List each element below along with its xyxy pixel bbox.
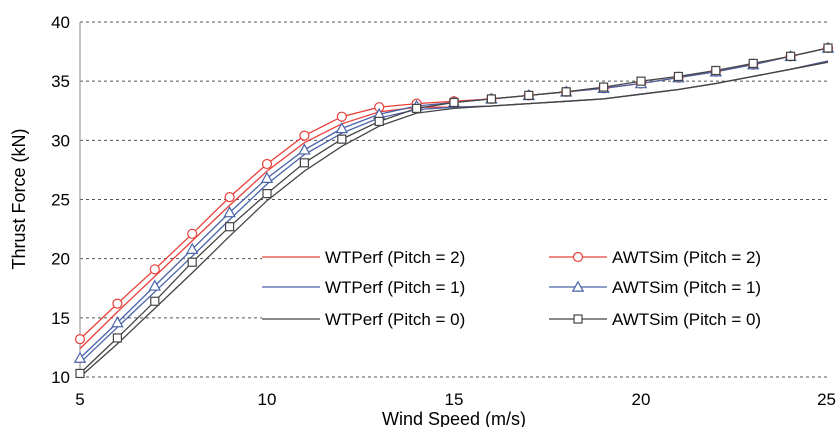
- x-tick-label-10: 10: [258, 390, 277, 409]
- series-5-point-6: [299, 158, 309, 168]
- series-5-point-13: [561, 87, 571, 97]
- series-5-point-7: [337, 134, 347, 144]
- series-5-point-10: [449, 97, 459, 108]
- series-5-point-4: [225, 222, 235, 232]
- legend-label-3: AWTSim (Pitch = 1): [612, 278, 761, 297]
- y-tick-label-40: 40: [51, 13, 70, 32]
- series-5-point-8: [374, 116, 384, 127]
- series-3-point-6: [298, 143, 311, 155]
- series-5-point-0: [75, 368, 85, 379]
- series-5-point-16: [673, 71, 684, 82]
- series-3-point-5: [260, 171, 274, 183]
- y-tick-label-35: 35: [51, 72, 70, 91]
- series-1-point-0: [74, 334, 86, 345]
- series-5-point-20: [823, 43, 833, 53]
- x-tick-label-15: 15: [445, 390, 464, 409]
- legend-label-2: WTPerf (Pitch = 1): [325, 278, 465, 297]
- gridlines: [80, 21, 828, 378]
- series-line-4: [79, 61, 829, 378]
- series-3-point-0: [73, 351, 87, 363]
- series-3-point-4: [223, 206, 236, 218]
- y-tick-label-25: 25: [51, 191, 70, 210]
- series-5-point-3: [187, 257, 197, 267]
- y-tick-label-10: 10: [51, 368, 70, 387]
- series-1-point-3: [187, 228, 198, 239]
- series-3-point-7: [335, 122, 349, 134]
- legend-label-4: WTPerf (Pitch = 0): [325, 310, 465, 329]
- series-5-point-2: [150, 296, 160, 306]
- x-tick-label-25: 25: [817, 390, 836, 409]
- y-tick-label-15: 15: [51, 309, 70, 328]
- series-5-point-5: [262, 188, 272, 199]
- series-5-point-14: [598, 82, 609, 92]
- series-5-point-1: [112, 333, 123, 343]
- legend-marker-5: [573, 314, 583, 324]
- series-1-point-6: [299, 130, 310, 141]
- series-5-point-11: [486, 94, 496, 104]
- y-axis-title: Thrust Force (kN): [9, 128, 29, 269]
- series-3-point-3: [185, 242, 199, 254]
- series-1-point-7: [336, 111, 347, 122]
- series-5-point-15: [636, 76, 646, 86]
- legend-marker-1: [572, 251, 584, 263]
- x-tick-label-20: 20: [632, 390, 651, 409]
- y-tick-label-30: 30: [51, 131, 70, 150]
- y-tick-labels: 10 15 20 25 30 35 40: [51, 13, 70, 387]
- legend-label-1: AWTSim (Pitch = 2): [612, 248, 761, 267]
- x-axis-title: Wind Speed (m/s): [382, 409, 526, 427]
- series-5-point-17: [711, 65, 721, 76]
- series-3-point-1: [111, 316, 124, 328]
- series-1-point-1: [112, 298, 123, 309]
- series-5-point-12: [524, 90, 534, 100]
- series-1-point-5: [261, 158, 273, 170]
- series-5-point-9: [412, 103, 422, 113]
- series-1-point-4: [224, 192, 235, 203]
- x-tick-label-5: 5: [75, 390, 84, 409]
- legend-marker-3: [571, 280, 585, 292]
- y-tick-label-20: 20: [51, 250, 70, 269]
- legend: WTPerf (Pitch = 2) AWTSim (Pitch = 2) WTPe…: [262, 248, 761, 329]
- series-1-point-2: [149, 264, 160, 275]
- series-3-point-2: [148, 279, 162, 291]
- series-5-point-19: [785, 51, 796, 61]
- series-5-point-18: [748, 58, 758, 69]
- x-tick-labels: 5 10 15 20 25: [75, 390, 836, 409]
- legend-label-0: WTPerf (Pitch = 2): [325, 248, 465, 267]
- series-group: [73, 41, 835, 379]
- legend-label-5: AWTSim (Pitch = 0): [612, 310, 761, 329]
